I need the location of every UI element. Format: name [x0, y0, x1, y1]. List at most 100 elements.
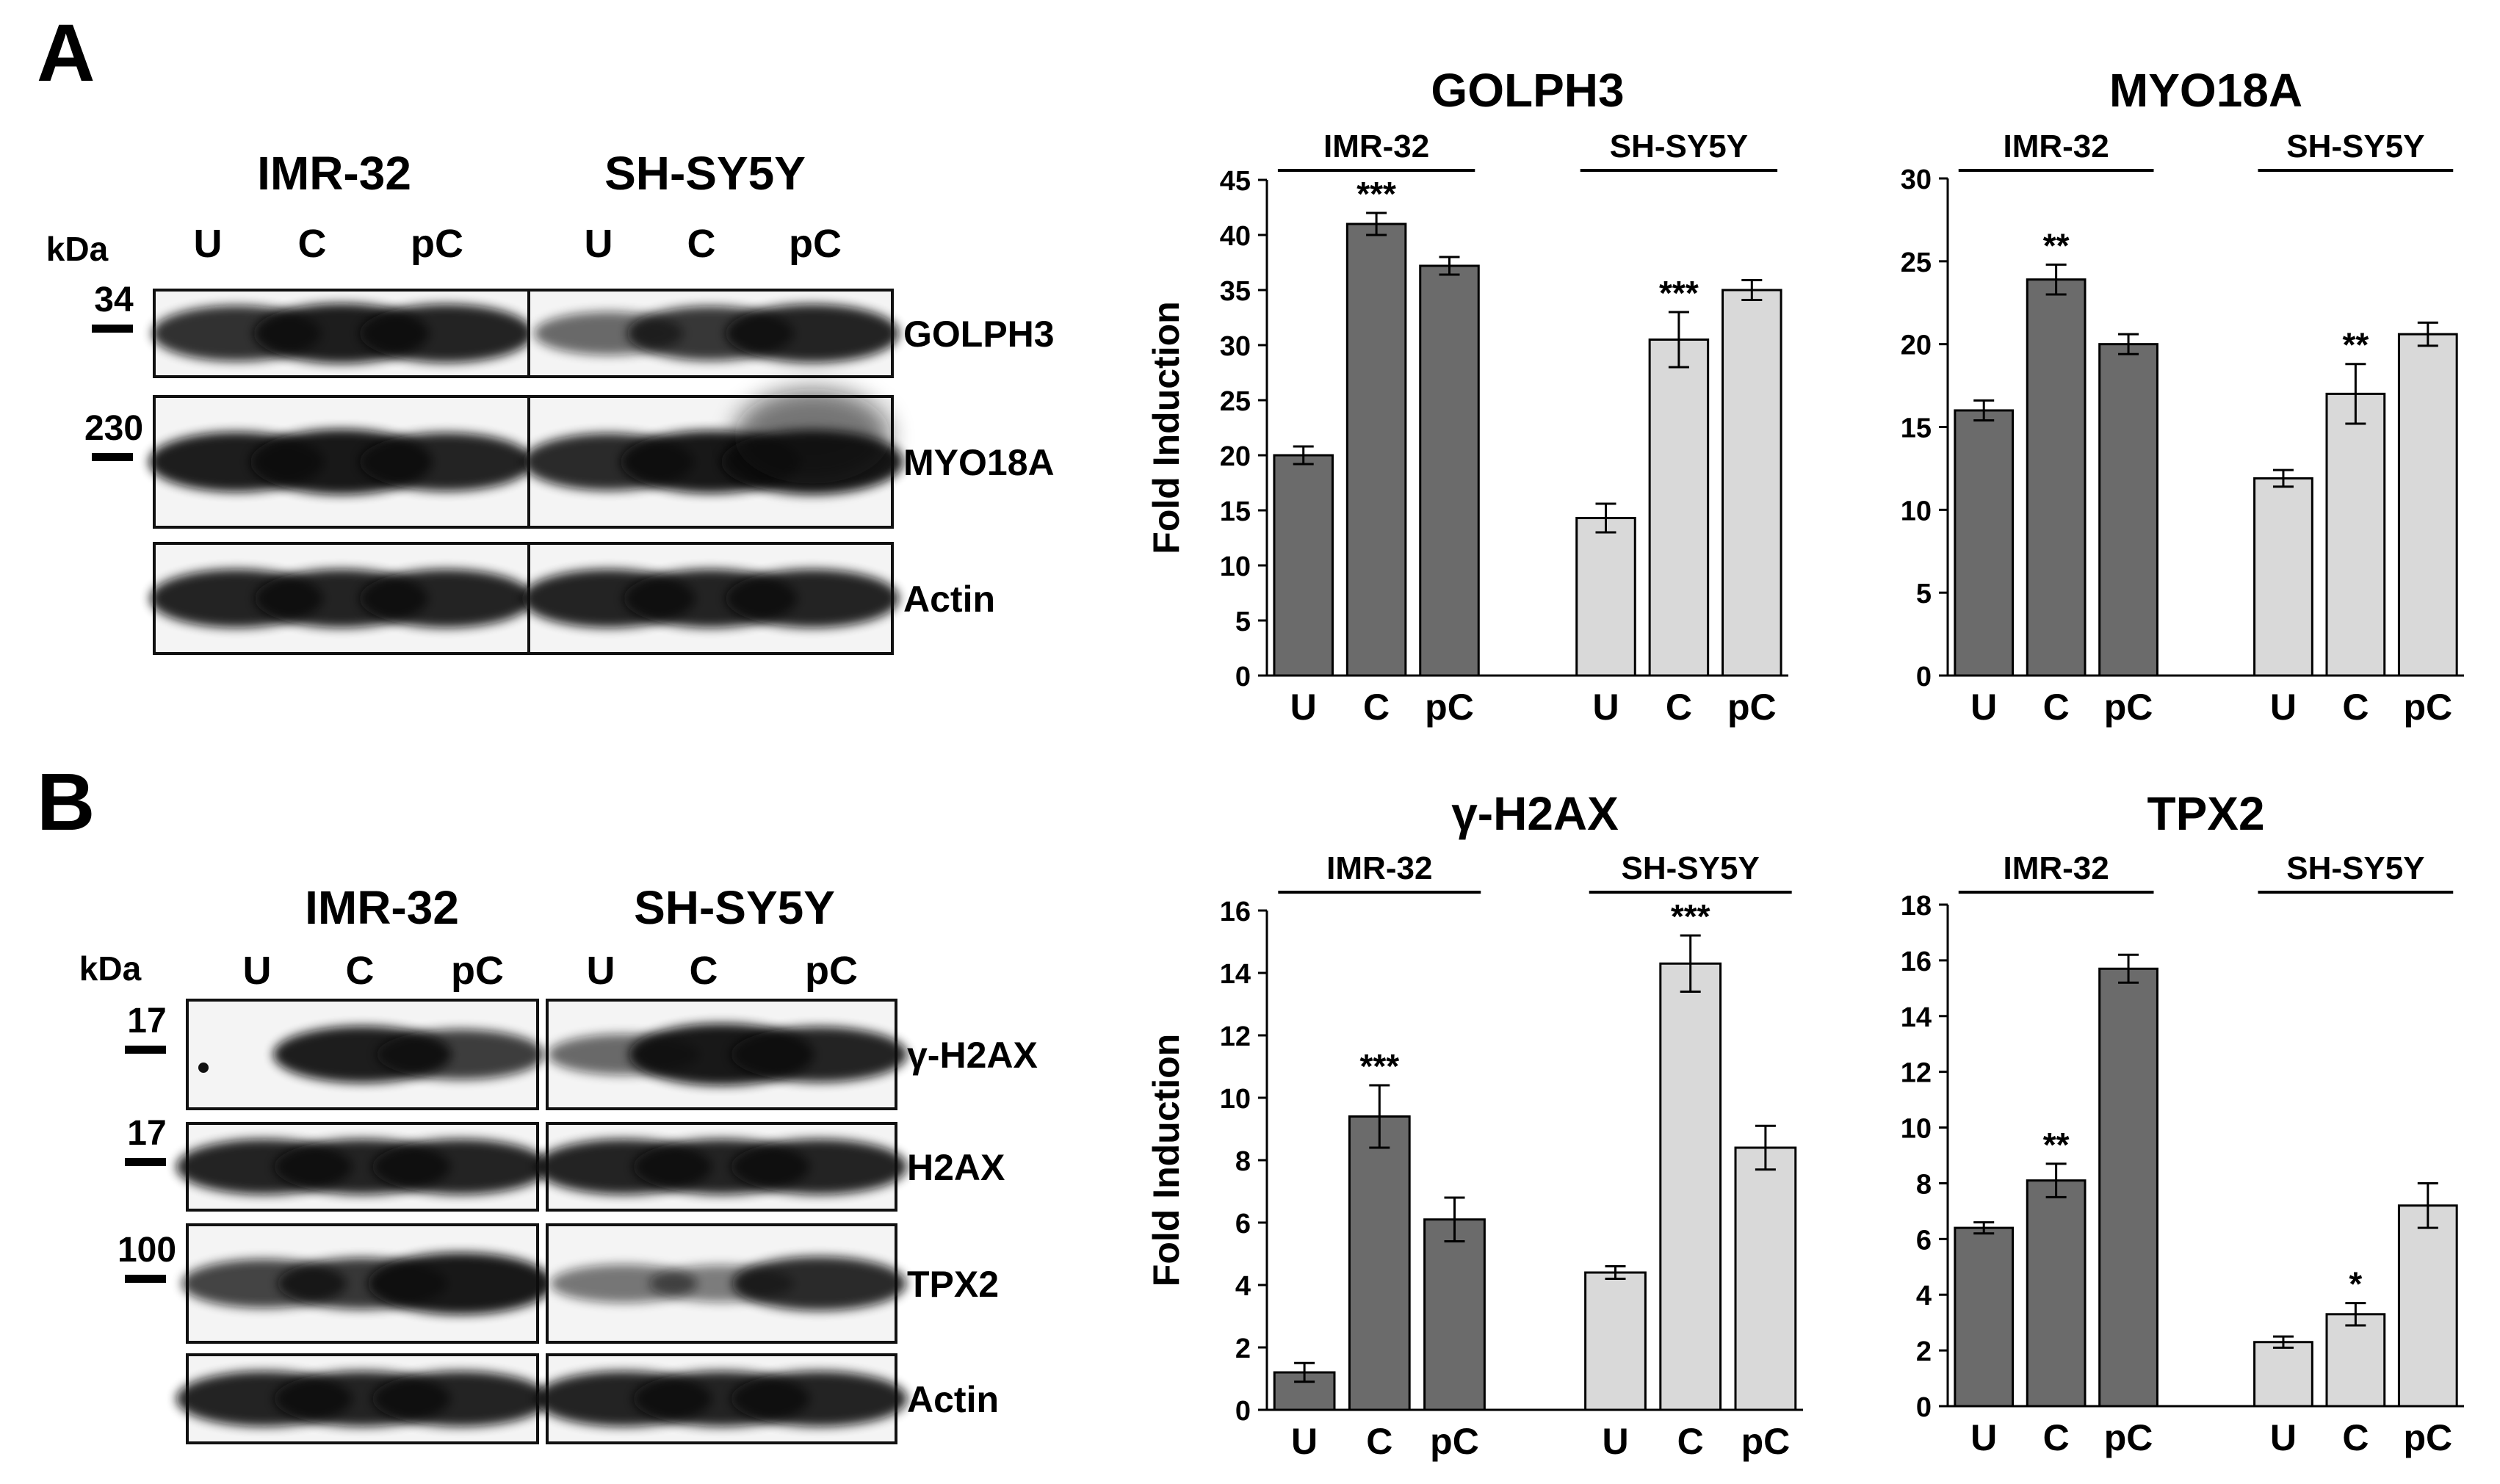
y-tick-label: 15	[1901, 413, 1932, 444]
x-tick-label: U	[1291, 1421, 1318, 1462]
panel-label: B	[37, 757, 95, 847]
y-tick-label: 15	[1220, 496, 1251, 527]
bar	[1954, 1226, 2015, 1408]
y-tick-label: 40	[1220, 221, 1251, 252]
bar-group: IMR-32 U ** C pC	[1954, 850, 2158, 1458]
chart-3: γ-H2AX Fold Induction 0 2 4 6 8 10 12 14 16 IMR-32 U…	[1146, 787, 1803, 1462]
y-tick-label: 10	[1220, 1084, 1251, 1115]
blot-lane-label: pC	[411, 222, 463, 266]
x-tick-label: U	[1970, 687, 1997, 728]
blot-band	[377, 1029, 545, 1080]
bar	[2397, 333, 2458, 677]
x-tick-label: C	[2342, 1417, 2369, 1458]
blot-band	[359, 432, 533, 491]
panel-label: A	[37, 8, 95, 98]
group-label: SH-SY5Y	[2286, 850, 2424, 886]
y-tick-label: 14	[1901, 1002, 1932, 1033]
bar	[2026, 278, 2087, 677]
blot-row: H2AX 17	[125, 1114, 1005, 1212]
bar	[1659, 962, 1722, 1411]
blot-band	[731, 1139, 908, 1195]
bar	[2397, 1204, 2458, 1408]
group-label: IMR-32	[1326, 850, 1432, 886]
kda-marker-label: 100	[118, 1231, 176, 1270]
bar	[1273, 454, 1334, 677]
x-tick-label: C	[2342, 687, 2369, 728]
blot-lane-label: pC	[805, 949, 858, 993]
bar-group: SH-SY5Y U *** C pC	[1575, 129, 1782, 728]
y-tick-label: 0	[1235, 662, 1251, 692]
kda-marker-label: 17	[127, 1002, 166, 1040]
group-label: IMR-32	[1323, 129, 1429, 164]
chart-2: MYO18A 0 5 10 15 20 25 30 IMR-32 U ** C pC SH-SY5Y U **…	[1901, 64, 2464, 728]
x-tick-label: C	[1666, 687, 1692, 728]
kda-marker-tick	[92, 453, 133, 461]
blot-protein-label: TPX2	[907, 1264, 999, 1305]
y-tick-label: 30	[1220, 331, 1251, 362]
y-tick-label: 6	[1916, 1225, 1932, 1256]
blot-protein-label: MYO18A	[903, 442, 1055, 483]
y-tick-label: 25	[1220, 386, 1251, 417]
x-tick-label: pC	[1425, 687, 1474, 728]
y-tick-label: 45	[1220, 166, 1251, 197]
significance-label: *	[2349, 1265, 2362, 1303]
bar	[1722, 289, 1782, 677]
significance-label: ***	[1356, 175, 1396, 213]
bar-group: SH-SY5Y U * C pC	[2253, 850, 2458, 1458]
bar	[1648, 339, 1710, 677]
x-tick-label: C	[2043, 1417, 2070, 1458]
chart-title: GOLPH3	[1431, 64, 1624, 117]
x-tick-label: U	[1970, 1417, 1997, 1458]
y-tick-label: 8	[1235, 1146, 1251, 1177]
bar	[2026, 1179, 2087, 1408]
blot-protein-label: Actin	[903, 579, 995, 620]
y-tick-label: 2	[1916, 1336, 1932, 1367]
bar	[1419, 264, 1480, 677]
kda-header: kDa	[46, 230, 109, 268]
y-tick-label: 12	[1220, 1021, 1251, 1052]
blot-lane-label: U	[585, 222, 613, 266]
blot-row: TPX2 100	[118, 1223, 999, 1344]
x-tick-label: U	[2270, 1417, 2297, 1458]
x-tick-label: pC	[1727, 687, 1777, 728]
chart-1: GOLPH3 Fold Induction 0 5 10 15 20 25 30 35 40 45 IM…	[1146, 64, 1788, 728]
blot-lane-label: U	[587, 949, 615, 993]
group-label: SH-SY5Y	[1610, 129, 1748, 164]
blot-cell-line-label: IMR-32	[305, 881, 459, 934]
y-tick-label: 16	[1220, 897, 1251, 927]
blot-artifact-dot	[198, 1063, 209, 1073]
bar	[1345, 222, 1407, 677]
blot-row: GOLPH3 34	[92, 280, 1055, 378]
bar-group: IMR-32 U ** C pC	[1954, 129, 2158, 728]
y-axis-label: Fold Induction	[1146, 1034, 1187, 1286]
blot-cell-line-label: IMR-32	[257, 147, 411, 200]
bar	[2098, 343, 2158, 677]
x-tick-label: C	[2043, 687, 2070, 728]
x-tick-label: pC	[1741, 1421, 1791, 1462]
kda-marker-tick	[92, 325, 133, 333]
y-tick-label: 20	[1220, 441, 1251, 472]
chart-title: MYO18A	[2109, 64, 2302, 117]
x-tick-label: U	[1602, 1421, 1628, 1462]
x-tick-label: pC	[2403, 687, 2452, 728]
blot-band	[372, 1371, 549, 1427]
chart-title: TPX2	[2147, 787, 2264, 840]
bar	[1423, 1218, 1486, 1411]
y-tick-label: 6	[1235, 1209, 1251, 1239]
bar	[2098, 967, 2158, 1408]
y-tick-label: 10	[1901, 1114, 1932, 1145]
blot-lane-label: C	[687, 222, 716, 266]
y-tick-label: 18	[1901, 891, 1932, 922]
bar	[2253, 477, 2313, 677]
x-tick-label: pC	[1430, 1421, 1479, 1462]
y-tick-label: 25	[1901, 247, 1932, 278]
blot-cell-line-label: SH-SY5Y	[604, 147, 806, 200]
x-tick-label: pC	[2104, 1417, 2153, 1458]
bar	[1348, 1115, 1411, 1411]
y-tick-label: 4	[1235, 1271, 1251, 1302]
significance-label: **	[2043, 1126, 2070, 1164]
blot-lane-label: pC	[789, 222, 842, 266]
chart-title: γ-H2AX	[1451, 787, 1619, 840]
